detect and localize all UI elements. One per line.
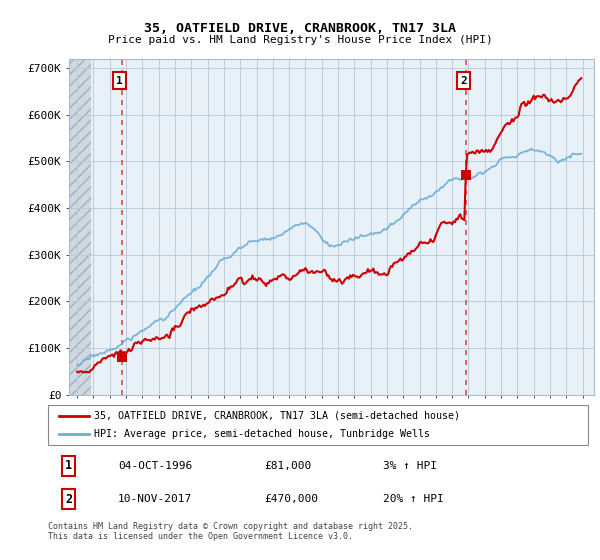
Bar (69, 59, 91, 395)
FancyBboxPatch shape (48, 405, 588, 445)
Text: 35, OATFIELD DRIVE, CRANBROOK, TN17 3LA (semi-detached house): 35, OATFIELD DRIVE, CRANBROOK, TN17 3LA … (94, 411, 460, 421)
Text: 1: 1 (116, 76, 123, 86)
Text: 2: 2 (460, 76, 467, 86)
Text: 3% ↑ HPI: 3% ↑ HPI (383, 461, 437, 471)
Text: Contains HM Land Registry data © Crown copyright and database right 2025.
This d: Contains HM Land Registry data © Crown c… (48, 522, 413, 542)
Text: 04-OCT-1996: 04-OCT-1996 (118, 461, 193, 471)
Text: 1: 1 (65, 459, 72, 473)
Text: Price paid vs. HM Land Registry's House Price Index (HPI): Price paid vs. HM Land Registry's House … (107, 35, 493, 45)
Text: 2: 2 (65, 493, 72, 506)
Text: 10-NOV-2017: 10-NOV-2017 (118, 494, 193, 504)
Text: 20% ↑ HPI: 20% ↑ HPI (383, 494, 443, 504)
Text: £470,000: £470,000 (264, 494, 318, 504)
Text: £81,000: £81,000 (264, 461, 311, 471)
Text: HPI: Average price, semi-detached house, Tunbridge Wells: HPI: Average price, semi-detached house,… (94, 430, 430, 439)
Text: 35, OATFIELD DRIVE, CRANBROOK, TN17 3LA: 35, OATFIELD DRIVE, CRANBROOK, TN17 3LA (144, 22, 456, 35)
